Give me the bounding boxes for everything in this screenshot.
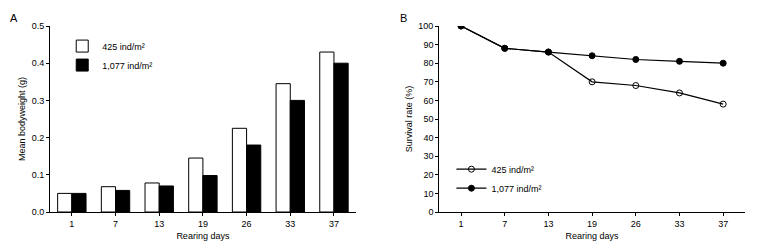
svg-text:Survival rate (%): Survival rate (%) xyxy=(404,86,414,153)
svg-text:70: 70 xyxy=(423,77,433,87)
svg-text:13: 13 xyxy=(543,219,553,229)
svg-text:19: 19 xyxy=(198,219,208,229)
svg-text:1,077 ind/m²: 1,077 ind/m² xyxy=(102,61,152,71)
svg-text:90: 90 xyxy=(423,40,433,50)
svg-text:26: 26 xyxy=(631,219,641,229)
svg-text:33: 33 xyxy=(285,219,295,229)
svg-text:0.0: 0.0 xyxy=(32,207,45,217)
svg-text:0: 0 xyxy=(428,207,433,217)
svg-text:Mean bodyweight (g): Mean bodyweight (g) xyxy=(17,77,27,161)
svg-text:40: 40 xyxy=(423,133,433,143)
svg-text:7: 7 xyxy=(502,219,507,229)
svg-text:60: 60 xyxy=(423,96,433,106)
svg-text:50: 50 xyxy=(423,114,433,124)
svg-text:10: 10 xyxy=(423,189,433,199)
svg-text:0.4: 0.4 xyxy=(32,58,45,68)
svg-text:19: 19 xyxy=(587,219,597,229)
svg-text:1: 1 xyxy=(69,219,74,229)
svg-text:1: 1 xyxy=(459,219,464,229)
svg-text:37: 37 xyxy=(329,219,339,229)
svg-text:26: 26 xyxy=(242,219,252,229)
svg-text:37: 37 xyxy=(718,219,728,229)
svg-text:13: 13 xyxy=(154,219,164,229)
svg-text:0.1: 0.1 xyxy=(32,170,45,180)
svg-text:100: 100 xyxy=(418,21,433,31)
svg-text:Rearing days: Rearing days xyxy=(176,231,230,241)
svg-text:1,077 ind/m²: 1,077 ind/m² xyxy=(491,184,541,194)
svg-text:425 ind/m²: 425 ind/m² xyxy=(491,165,534,175)
svg-text:A: A xyxy=(10,12,18,24)
svg-text:80: 80 xyxy=(423,58,433,68)
svg-text:0.3: 0.3 xyxy=(32,96,45,106)
svg-text:33: 33 xyxy=(674,219,684,229)
svg-text:425 ind/m²: 425 ind/m² xyxy=(102,42,145,52)
svg-text:20: 20 xyxy=(423,170,433,180)
svg-text:7: 7 xyxy=(113,219,118,229)
svg-text:0.2: 0.2 xyxy=(32,133,45,143)
svg-text:B: B xyxy=(400,12,407,24)
svg-text:Rearing days: Rearing days xyxy=(566,231,620,241)
svg-text:0.5: 0.5 xyxy=(32,21,45,31)
svg-text:30: 30 xyxy=(423,151,433,161)
